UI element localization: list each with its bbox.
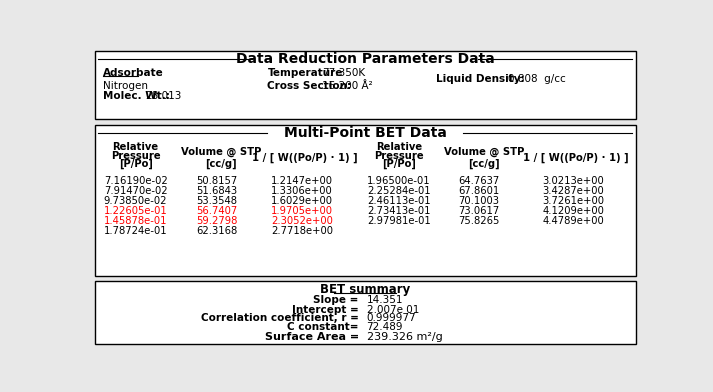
Text: Relative: Relative bbox=[113, 142, 159, 152]
Text: 56.7407: 56.7407 bbox=[196, 206, 237, 216]
Text: Relative: Relative bbox=[376, 142, 422, 152]
Text: Liquid Density:: Liquid Density: bbox=[436, 74, 525, 84]
Text: 14.351: 14.351 bbox=[366, 295, 403, 305]
Text: Volume @ STP: Volume @ STP bbox=[444, 147, 525, 157]
Text: 1.3306e+00: 1.3306e+00 bbox=[272, 186, 333, 196]
Text: 1.2147e+00: 1.2147e+00 bbox=[271, 176, 333, 186]
Text: Multi-Point BET Data: Multi-Point BET Data bbox=[284, 126, 446, 140]
Text: 72.489: 72.489 bbox=[366, 321, 403, 332]
Text: 239.326 m²/g: 239.326 m²/g bbox=[366, 332, 442, 342]
Text: Pressure: Pressure bbox=[111, 151, 160, 161]
Text: Cross Section:: Cross Section: bbox=[267, 80, 352, 91]
Text: 1.78724e-01: 1.78724e-01 bbox=[104, 226, 168, 236]
Text: 2.007e 01: 2.007e 01 bbox=[366, 305, 419, 315]
Text: 0.999977: 0.999977 bbox=[366, 313, 416, 323]
Text: Temperature: Temperature bbox=[267, 68, 343, 78]
Text: 2.25284e-01: 2.25284e-01 bbox=[367, 186, 431, 196]
Text: Molec. Wt.:: Molec. Wt.: bbox=[103, 91, 170, 101]
Text: 16.200 Å²: 16.200 Å² bbox=[322, 80, 372, 91]
Text: 1 / [ W((Po/P) · 1) ]: 1 / [ W((Po/P) · 1) ] bbox=[523, 153, 629, 163]
Text: 7.91470e-02: 7.91470e-02 bbox=[104, 186, 168, 196]
Text: 1.9705e+00: 1.9705e+00 bbox=[271, 206, 333, 216]
Bar bbox=[96, 51, 635, 119]
Text: 0.808  g/cc: 0.808 g/cc bbox=[508, 74, 565, 84]
Text: 2.7718e+00: 2.7718e+00 bbox=[271, 226, 333, 236]
Text: 59.2798: 59.2798 bbox=[196, 216, 237, 226]
Text: 1 / [ W((Po/P) · 1) ]: 1 / [ W((Po/P) · 1) ] bbox=[252, 153, 357, 163]
Text: 2.73413e-01: 2.73413e-01 bbox=[367, 206, 431, 216]
Text: 3.4287e+00: 3.4287e+00 bbox=[543, 186, 605, 196]
Text: Volume @ STP: Volume @ STP bbox=[180, 147, 261, 157]
Text: Slope =: Slope = bbox=[314, 295, 359, 305]
Text: Intercept =: Intercept = bbox=[292, 305, 359, 315]
Bar bbox=[96, 125, 635, 276]
Text: 50.8157: 50.8157 bbox=[196, 176, 237, 186]
Text: BET summary: BET summary bbox=[320, 283, 410, 296]
Text: 77.350K: 77.350K bbox=[322, 68, 365, 78]
Text: Correlation coefficient, r =: Correlation coefficient, r = bbox=[201, 313, 359, 323]
Text: 3.0213e+00: 3.0213e+00 bbox=[543, 176, 605, 186]
Text: 2.97981e-01: 2.97981e-01 bbox=[367, 216, 431, 226]
Text: [P/Po]: [P/Po] bbox=[382, 159, 416, 169]
Text: C constant=: C constant= bbox=[287, 321, 359, 332]
Text: 1.6029e+00: 1.6029e+00 bbox=[271, 196, 333, 206]
Text: [cc/g]: [cc/g] bbox=[205, 159, 237, 169]
Text: 51.6843: 51.6843 bbox=[197, 186, 237, 196]
Text: 9.73850e-02: 9.73850e-02 bbox=[104, 196, 168, 206]
Text: 64.7637: 64.7637 bbox=[458, 176, 500, 186]
Text: Data Reduction Parameters Data: Data Reduction Parameters Data bbox=[236, 52, 494, 65]
Text: Adsorbate: Adsorbate bbox=[103, 68, 164, 78]
Text: 4.1209e+00: 4.1209e+00 bbox=[543, 206, 605, 216]
Text: 28.013: 28.013 bbox=[145, 91, 181, 101]
Text: 67.8601: 67.8601 bbox=[458, 186, 500, 196]
Text: 3.7261e+00: 3.7261e+00 bbox=[543, 196, 605, 206]
Text: 1.22605e-01: 1.22605e-01 bbox=[104, 206, 168, 216]
Text: 7.16190e-02: 7.16190e-02 bbox=[104, 176, 168, 186]
Text: [cc/g]: [cc/g] bbox=[468, 159, 501, 169]
Text: 4.4789e+00: 4.4789e+00 bbox=[543, 216, 605, 226]
Text: [P/Po]: [P/Po] bbox=[118, 159, 153, 169]
Text: 1.96500e-01: 1.96500e-01 bbox=[367, 176, 431, 186]
Text: 53.3548: 53.3548 bbox=[197, 196, 237, 206]
Text: 75.8265: 75.8265 bbox=[458, 216, 500, 226]
Text: Nitrogen: Nitrogen bbox=[103, 80, 148, 91]
Text: 62.3168: 62.3168 bbox=[196, 226, 237, 236]
Text: 2.3052e+00: 2.3052e+00 bbox=[272, 216, 333, 226]
Text: 2.46113e-01: 2.46113e-01 bbox=[367, 196, 431, 206]
Text: 1.45878e-01: 1.45878e-01 bbox=[104, 216, 168, 226]
Text: 73.0617: 73.0617 bbox=[458, 206, 500, 216]
Bar bbox=[96, 281, 635, 344]
Text: Pressure: Pressure bbox=[374, 151, 424, 161]
Text: 70.1003: 70.1003 bbox=[458, 196, 499, 206]
Text: Surface Area =: Surface Area = bbox=[265, 332, 359, 342]
